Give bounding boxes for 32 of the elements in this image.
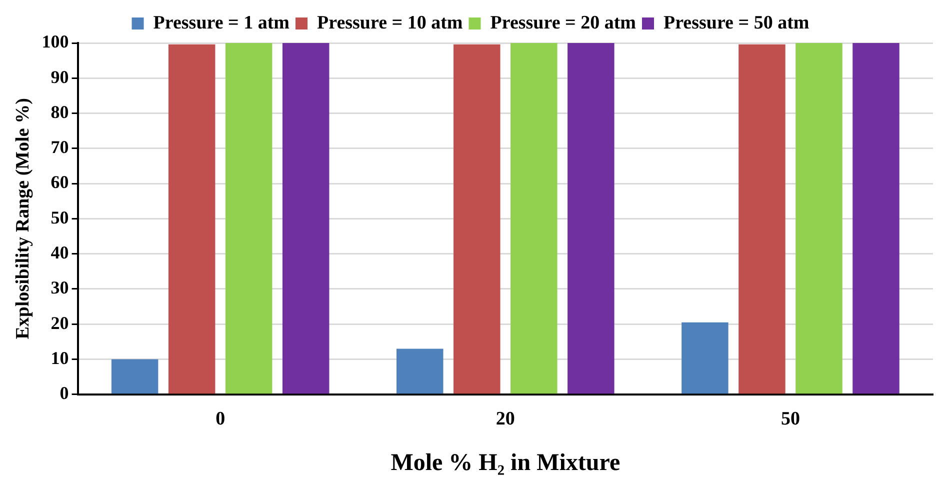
y-tick-label: 70	[50, 137, 69, 158]
y-tick-label: 30	[50, 278, 69, 298]
y-tick-label: 100	[42, 32, 69, 52]
bar	[396, 348, 444, 394]
y-tick-label: 80	[50, 102, 69, 122]
bar	[510, 43, 558, 394]
y-tick-label: 10	[50, 348, 69, 368]
legend-label: Pressure = 20 atm	[490, 12, 636, 34]
x-tick-label: 50	[780, 408, 800, 430]
bar	[168, 44, 216, 394]
x-tick-label: 20	[496, 408, 515, 430]
y-tick-label: 40	[50, 242, 69, 262]
x-axis-title: Mole % H₂ in Mixture	[390, 450, 620, 476]
y-tick-label: 20	[50, 312, 69, 333]
y-axis-title: Explosibility Range (Mole %)	[12, 98, 34, 340]
bar	[796, 43, 842, 394]
legend-label: Pressure = 50 atm	[663, 12, 810, 34]
bar	[225, 43, 272, 394]
x-tick-label: 0	[216, 408, 226, 430]
legend-label: Pressure = 10 atm	[317, 12, 463, 34]
bar	[682, 322, 728, 394]
bar	[111, 359, 158, 394]
y-tick-label: 0	[60, 383, 69, 404]
bar	[852, 43, 900, 394]
bar	[738, 44, 786, 394]
legend-label: Pressure = 1 atm	[153, 12, 290, 34]
y-tick-label: 60	[50, 172, 69, 192]
bar	[282, 43, 330, 394]
bar	[454, 44, 500, 394]
bar	[568, 43, 614, 394]
y-tick-label: 90	[50, 66, 69, 87]
y-tick-label: 50	[50, 207, 69, 228]
